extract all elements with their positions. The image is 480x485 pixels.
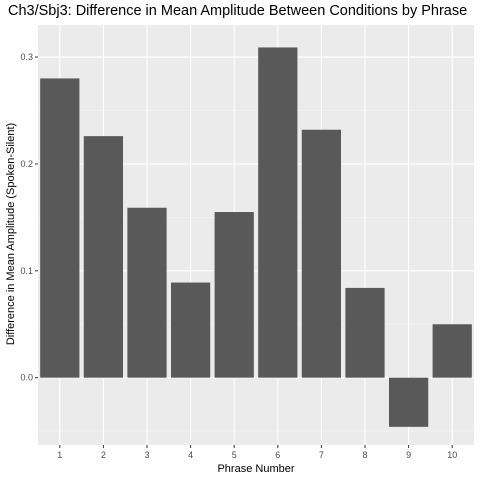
y-tick-label: 0.3 [20,52,33,62]
bar-1 [40,78,79,377]
bar-9 [389,378,428,427]
y-axis-label: Difference in Mean Amplitude (Spoken-Sil… [5,123,17,345]
x-tick-label: 5 [232,450,237,460]
chart-title: Ch3/Sbj3: Difference in Mean Amplitude B… [8,3,467,19]
x-axis: 1 2 3 4 5 6 7 8 9 10 [57,445,457,460]
bar-10 [433,324,472,377]
bar-8 [345,288,384,378]
bar-2 [84,136,123,378]
bar-4 [171,283,210,378]
x-tick-label: 10 [447,450,457,460]
x-tick-label: 4 [188,450,193,460]
y-axis: 0.0 0.1 0.2 0.3 [20,52,38,383]
x-tick-label: 6 [275,450,280,460]
bar-5 [215,212,254,378]
x-axis-label: Phrase Number [217,463,294,475]
y-tick-label: 0.1 [20,266,33,276]
bar-6 [258,47,297,377]
x-tick-label: 7 [319,450,324,460]
bar-7 [302,130,341,378]
bar-3 [127,208,166,378]
x-tick-label: 3 [144,450,149,460]
x-tick-label: 1 [57,450,62,460]
y-tick-label: 0.2 [20,159,33,169]
x-tick-label: 8 [362,450,367,460]
x-tick-label: 2 [101,450,106,460]
x-tick-label: 9 [406,450,411,460]
y-tick-label: 0.0 [20,373,33,383]
